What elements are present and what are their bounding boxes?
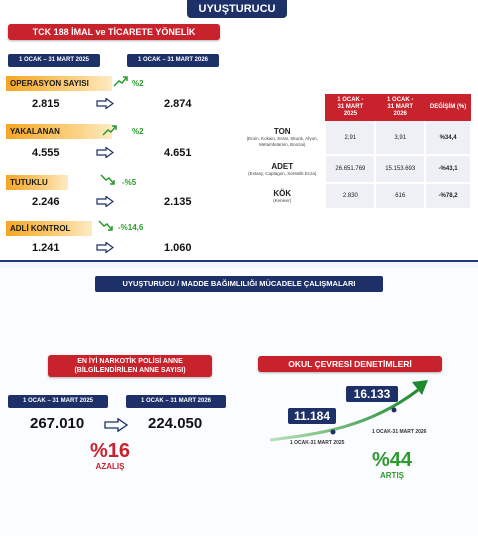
school-value-2025: 11.184: [288, 408, 336, 424]
mothers-period-2026-pill: 1 OCAK – 31 MART 2026: [126, 395, 226, 408]
metric-tutuklu-trend: -%5: [122, 178, 137, 187]
table-cell-2025: 2.830: [325, 183, 377, 210]
mothers-title: EN İYİ NARKOTİK POLİSİ ANNE (BİLGİLENDİR…: [48, 355, 212, 377]
table-cell-2026: 15.153.693: [375, 155, 427, 184]
mothers-value-2025: 267.010: [30, 415, 85, 432]
trend-up-icon: [102, 125, 117, 136]
table-cell-change: %34,4: [425, 121, 472, 156]
page-title: UYUŞTURUCU: [187, 0, 287, 18]
seizure-table: 1 OCAK - 31 MART 2025 1 OCAK - 31 MART 2…: [240, 94, 472, 210]
metric-adli-kontrol-2025: 1.241: [32, 242, 60, 254]
table-row-name: ADET (Extasy, Captagon, Sentetik Ecza): [240, 155, 327, 184]
trend-down-icon: [100, 174, 115, 185]
table-row: TON (Eroin, Kokain, Esrar, Skunk, Afyon, …: [240, 121, 472, 156]
period-2026-pill: 1 OCAK – 31 MART 2026: [127, 54, 219, 67]
growth-arrow-icon: [269, 380, 428, 442]
table-header-empty: [240, 94, 326, 121]
metric-operasyon-2026: 2.874: [164, 98, 192, 110]
bottom-panel: UYUŞTURUCU / MADDE BAĞIMLILIĞI MÜCADELE …: [0, 268, 478, 536]
table-row: ADET (Extasy, Captagon, Sentetik Ecza) 26…: [240, 155, 472, 184]
metric-tutuklu-2025: 2.246: [32, 196, 60, 208]
metric-yakalanan-2025: 4.555: [32, 147, 60, 159]
arrow-right-icon: [96, 98, 114, 109]
table-header-change: DEĞİŞİM (%): [425, 94, 471, 121]
metric-operasyon-label: OPERASYON SAYISI: [6, 76, 112, 91]
trend-up-icon: [113, 76, 128, 87]
metric-tutuklu-label: TUTUKLU: [6, 175, 68, 190]
top-panel: UYUŞTURUCU TCK 188 İMAL ve TİCARETE YÖNE…: [0, 0, 478, 262]
period-2025-pill: 1 OCAK – 31 MART 2025: [8, 54, 100, 67]
metric-adli-kontrol-trend: -%14,6: [118, 223, 144, 232]
arrow-right-icon: [104, 418, 128, 432]
table-header-2025: 1 OCAK - 31 MART 2025: [325, 94, 376, 121]
table-cell-2026: 3,91: [375, 121, 427, 156]
table-cell-2025: 26.651.769: [325, 155, 377, 184]
metric-yakalanan-trend: %2: [132, 127, 144, 136]
mothers-period-2025-pill: 1 OCAK – 31 MART 2025: [8, 395, 108, 408]
metric-operasyon-trend: %2: [132, 79, 144, 88]
section2-title: UYUŞTURUCU / MADDE BAĞIMLILIĞI MÜCADELE …: [95, 276, 383, 292]
school-date-2025: 1 OCAK-31 MART 2025: [290, 440, 345, 446]
trend-down-icon: [98, 220, 113, 231]
section1-title: TCK 188 İMAL ve TİCARETE YÖNELİK: [8, 24, 220, 40]
metric-adli-kontrol-label: ADLİ KONTROL: [6, 221, 92, 236]
school-percent: %44: [371, 449, 413, 471]
school-percent-label: ARTIŞ: [380, 471, 404, 480]
metric-tutuklu-2026: 2.135: [164, 196, 192, 208]
table-cell-change: -%78,2: [425, 183, 472, 210]
school-date-2026: 1 OCAK-31 MART 2026: [372, 429, 427, 435]
table-row: KÖK (Kenevir) 2.830 616 -%78,2: [240, 183, 472, 210]
mothers-percent-label: AZALIŞ: [95, 462, 125, 471]
table-cell-2026: 616: [375, 183, 427, 210]
metric-operasyon-2025: 2.815: [32, 98, 60, 110]
metric-yakalanan-2026: 4.651: [164, 147, 192, 159]
arrow-right-icon: [96, 196, 114, 207]
table-header-2026: 1 OCAK - 31 MART 2026: [375, 94, 426, 121]
table-cell-change: -%43,1: [425, 155, 472, 184]
table-row-name: KÖK (Kenevir): [240, 183, 327, 210]
mothers-percent: %16: [89, 440, 131, 462]
mothers-value-2026: 224.050: [148, 415, 203, 432]
table-row-name: TON (Eroin, Kokain, Esrar, Skunk, Afyon, …: [240, 121, 327, 156]
arrow-right-icon: [96, 147, 114, 158]
arrow-right-icon: [96, 242, 114, 253]
metric-adli-kontrol-2026: 1.060: [164, 242, 192, 254]
school-title: OKUL ÇEVRESİ DENETİMLERİ: [258, 356, 442, 372]
table-cell-2025: 2,91: [325, 121, 377, 156]
metric-yakalanan-label: YAKALANAN: [6, 124, 112, 139]
school-value-2026: 16.133: [346, 386, 398, 402]
